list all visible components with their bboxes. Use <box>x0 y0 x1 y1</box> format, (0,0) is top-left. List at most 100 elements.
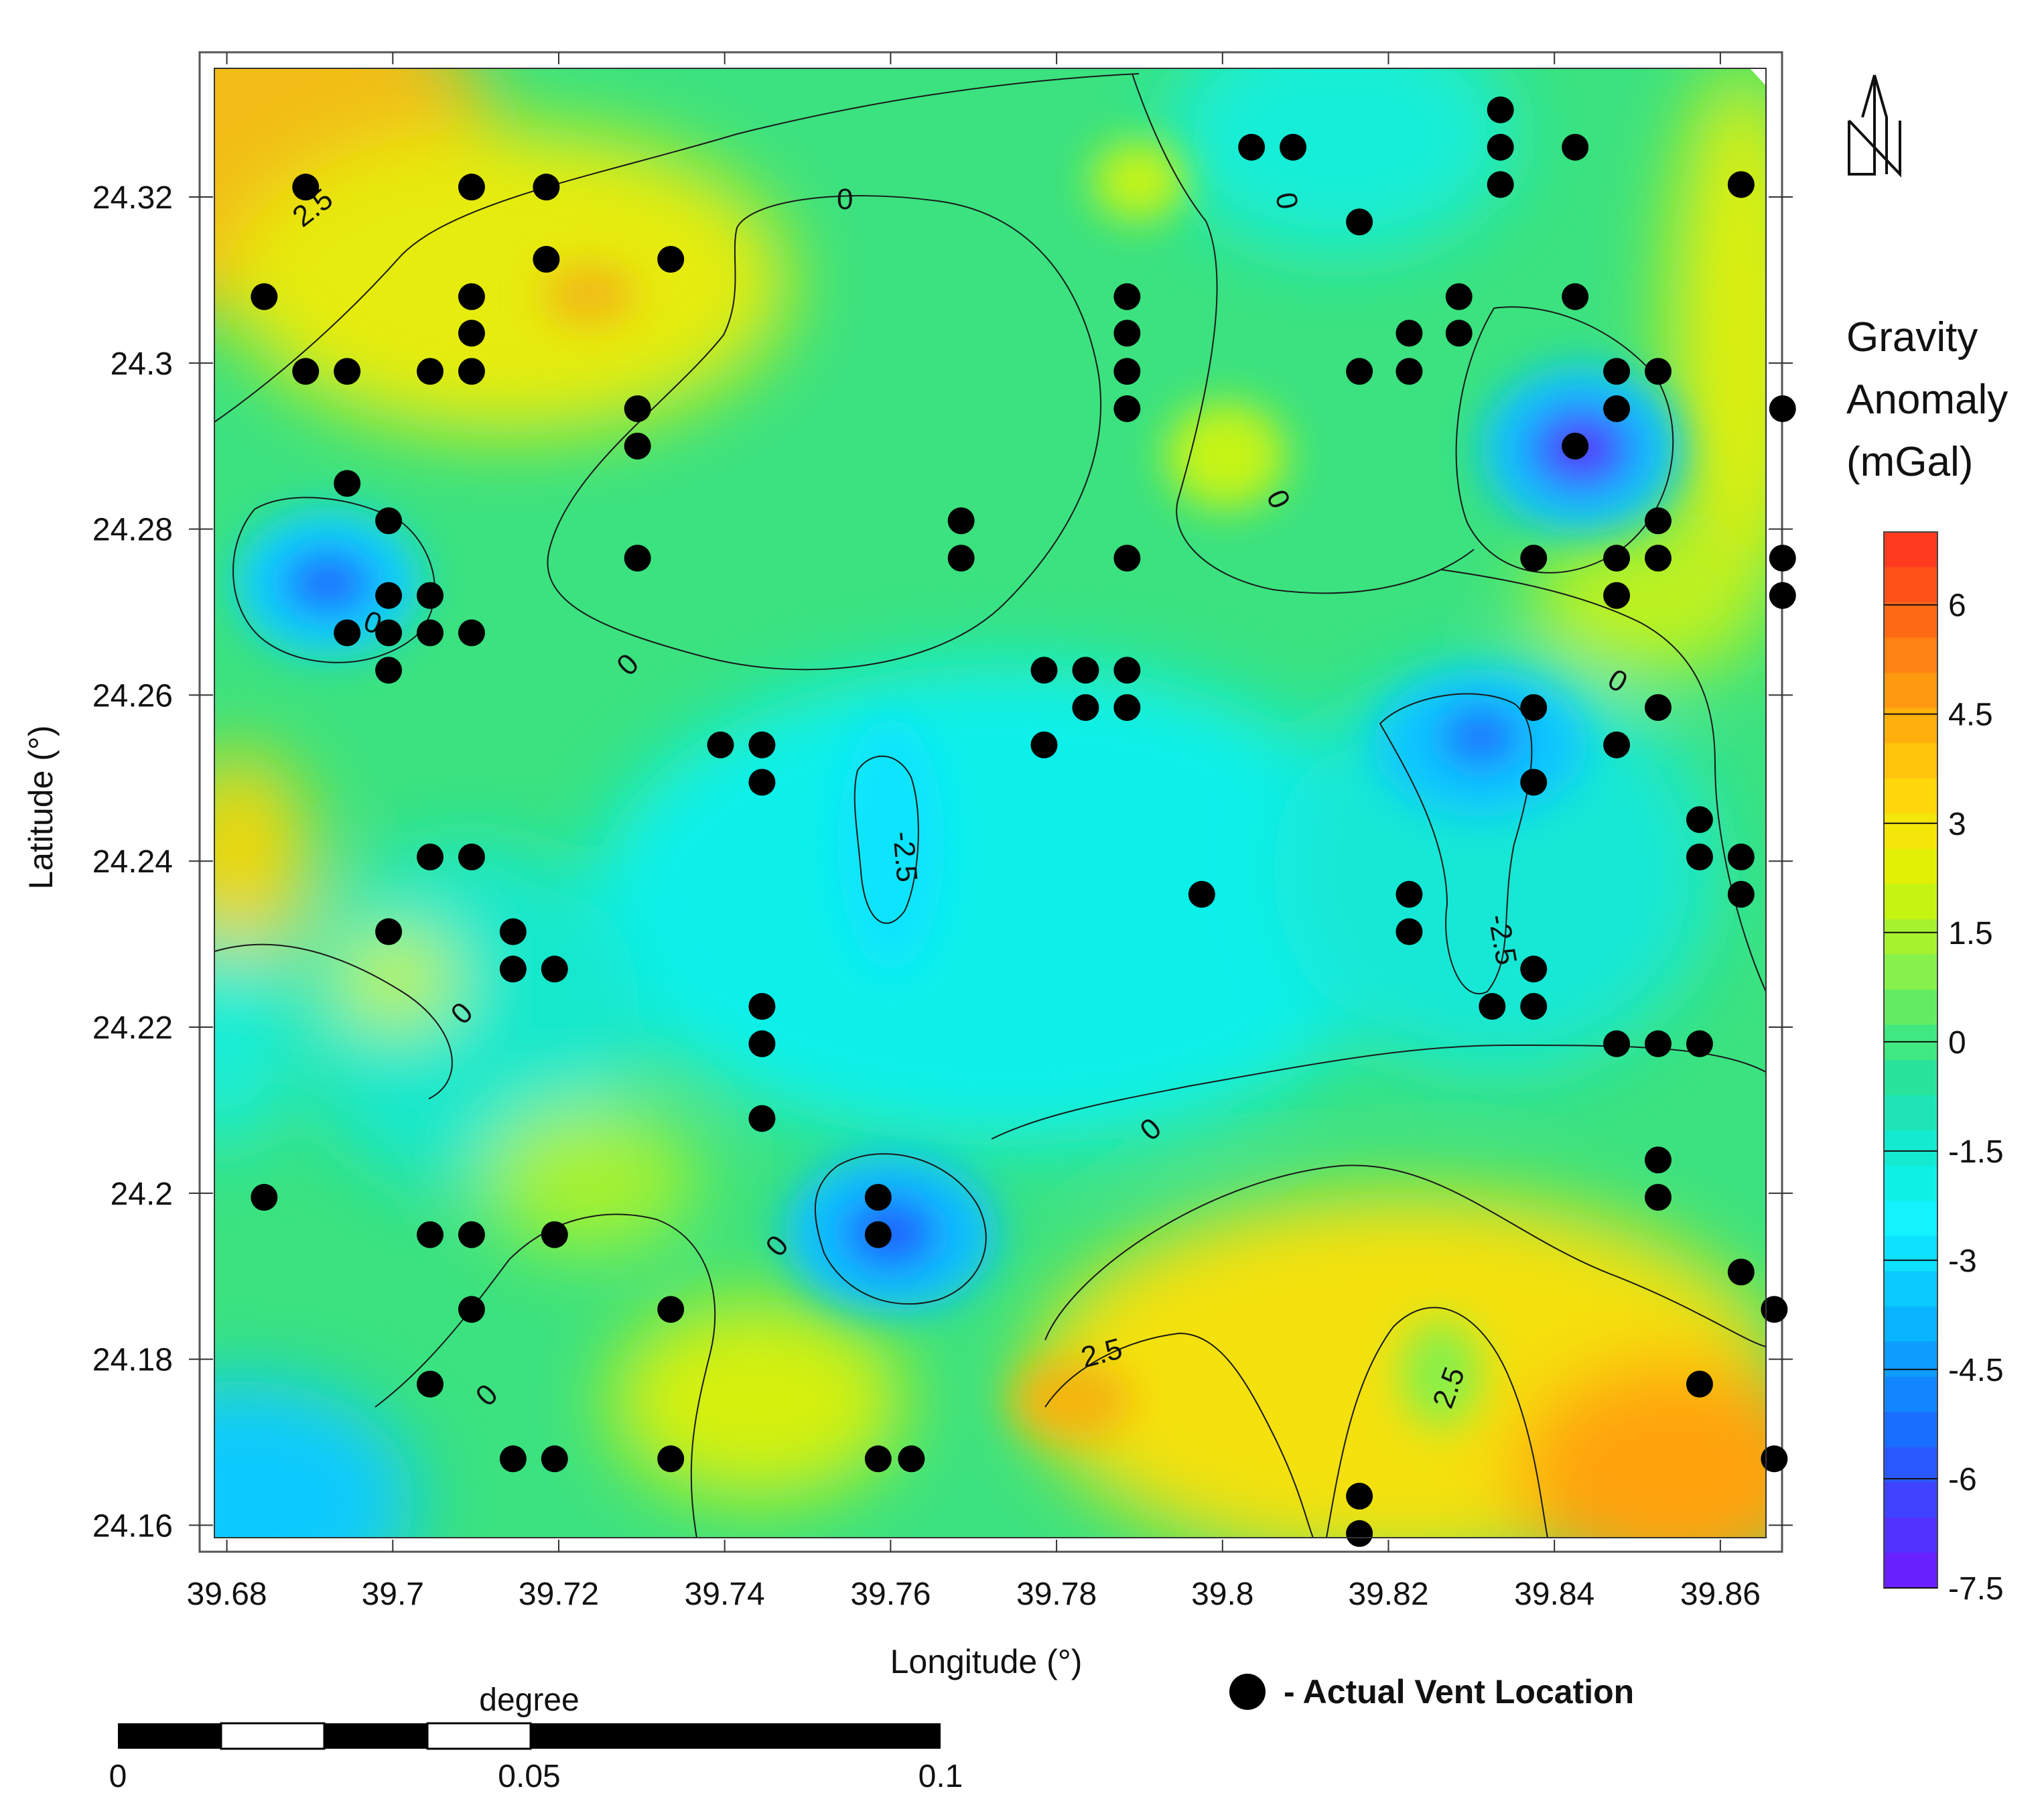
colorbar-tick-label: -3 <box>1948 1244 1977 1279</box>
colorbar-band <box>1884 813 1937 850</box>
vent-marker <box>499 918 527 945</box>
colorbar-band <box>1884 954 1937 990</box>
vent-marker <box>251 1184 278 1211</box>
vent-marker <box>1520 545 1548 572</box>
y-tick-label: 24.22 <box>92 1010 173 1046</box>
contour-label: 0 <box>837 183 853 216</box>
anomaly-field <box>214 68 1766 1538</box>
vent-marker <box>417 582 444 609</box>
vent-marker <box>1280 133 1307 161</box>
x-tick-label: 39.78 <box>1016 1577 1097 1612</box>
vent-marker <box>1346 208 1373 236</box>
vent-marker <box>1487 171 1514 198</box>
vent-marker <box>1479 993 1506 1020</box>
vent-marker <box>748 1105 776 1132</box>
y-tick-label: 24.2 <box>111 1177 173 1212</box>
x-tick-label: 39.84 <box>1514 1577 1594 1612</box>
y-tick-label: 24.18 <box>92 1343 173 1378</box>
vent-marker <box>458 619 485 647</box>
vent-marker <box>1520 769 1548 796</box>
vent-marker <box>1644 358 1672 385</box>
vent-marker <box>1769 395 1796 422</box>
vent-marker <box>1113 358 1141 385</box>
vent-marker <box>1603 358 1631 385</box>
scalebar-label-0: 0 <box>109 1759 127 1794</box>
vent-marker <box>1603 731 1631 758</box>
vent-marker <box>458 358 485 385</box>
colorbar-band <box>1884 1517 1937 1554</box>
scalebar-segment <box>324 1723 427 1749</box>
colorbar-band <box>1884 1552 1937 1589</box>
vent-marker <box>458 174 485 201</box>
colorbar-band <box>1884 637 1937 673</box>
vent-marker <box>707 731 734 758</box>
colorbar-band <box>1884 1201 1937 1237</box>
vent-marker <box>499 1445 527 1473</box>
vent-marker <box>458 1296 485 1323</box>
colorbar-band <box>1884 1482 1937 1518</box>
vent-marker <box>1113 694 1141 722</box>
vent-marker <box>1072 694 1099 722</box>
vent-marker <box>533 174 560 201</box>
vent-marker <box>864 1221 892 1248</box>
vent-marker <box>624 395 651 422</box>
north-arrow-n-glyph <box>1848 119 1901 178</box>
colorbar-title-line-1: Gravity <box>1846 314 1978 360</box>
colorbar-band <box>1884 989 1937 1026</box>
vent-markers <box>251 96 1796 1547</box>
vent-marker <box>541 955 568 983</box>
vent-marker <box>458 283 485 310</box>
x-tick-label: 39.74 <box>685 1577 765 1612</box>
vent-marker <box>1769 545 1796 572</box>
scalebar <box>118 1722 941 1750</box>
vent-marker <box>864 1445 892 1473</box>
vent-marker <box>864 1184 892 1211</box>
y-tick-label: 24.28 <box>92 513 173 548</box>
vent-marker <box>1686 1370 1713 1398</box>
colorbar: 6 4.5 3 1.5 0 -1.5 -3 -4.5 -6 -7.5 <box>1883 531 2004 1607</box>
scalebar-segment <box>426 1722 532 1750</box>
vent-marker <box>1686 1030 1713 1057</box>
vent-legend-marker <box>1229 1674 1266 1710</box>
vent-marker <box>1644 1146 1672 1174</box>
vent-marker <box>748 769 776 796</box>
vent-marker <box>657 1445 685 1473</box>
contour-label: -2.5 <box>886 830 923 884</box>
colorbar-tick-label: -7.5 <box>1948 1571 2004 1607</box>
vent-marker <box>1238 133 1266 161</box>
vent-marker <box>1113 395 1141 422</box>
x-tick-label: 39.76 <box>850 1577 931 1612</box>
colorbar-band <box>1884 884 1937 920</box>
vent-marker <box>375 918 403 945</box>
vent-marker <box>1113 320 1141 347</box>
vent-marker <box>1346 358 1373 385</box>
colorbar-tick-label: 4.5 <box>1948 697 1993 733</box>
colorbar-band <box>1884 532 1937 568</box>
vent-marker <box>1072 657 1099 684</box>
vent-marker <box>533 245 560 273</box>
vent-marker <box>375 582 403 609</box>
y-axis: 24.32 24.3 24.28 24.26 24.24 24.22 24.2 24.18 24… <box>92 180 1793 1544</box>
north-arrow-icon <box>1848 74 1888 176</box>
vent-marker <box>748 731 776 758</box>
colorbar-tick-label: 0 <box>1948 1025 1966 1061</box>
vent-marker <box>1030 731 1058 758</box>
vent-marker <box>1562 432 1589 460</box>
vent-marker <box>748 1030 776 1057</box>
vent-marker <box>1395 358 1423 385</box>
x-tick-label: 39.86 <box>1680 1577 1761 1612</box>
vent-marker <box>1644 1184 1672 1211</box>
x-tick-label: 39.68 <box>187 1577 267 1612</box>
vent-marker <box>499 955 527 983</box>
x-tick-label: 39.82 <box>1348 1577 1428 1612</box>
colorbar-band <box>1884 1060 1937 1096</box>
vent-marker <box>1727 1258 1755 1286</box>
colorbar-band <box>1884 1341 1937 1378</box>
colorbar-band <box>1884 1271 1937 1307</box>
x-tick-label: 39.72 <box>519 1577 599 1612</box>
colorbar-band <box>1884 1165 1937 1201</box>
colorbar-band <box>1884 1306 1937 1342</box>
colorbar-band <box>1884 743 1937 779</box>
vent-marker <box>1113 657 1141 684</box>
vent-marker <box>1644 1030 1672 1057</box>
